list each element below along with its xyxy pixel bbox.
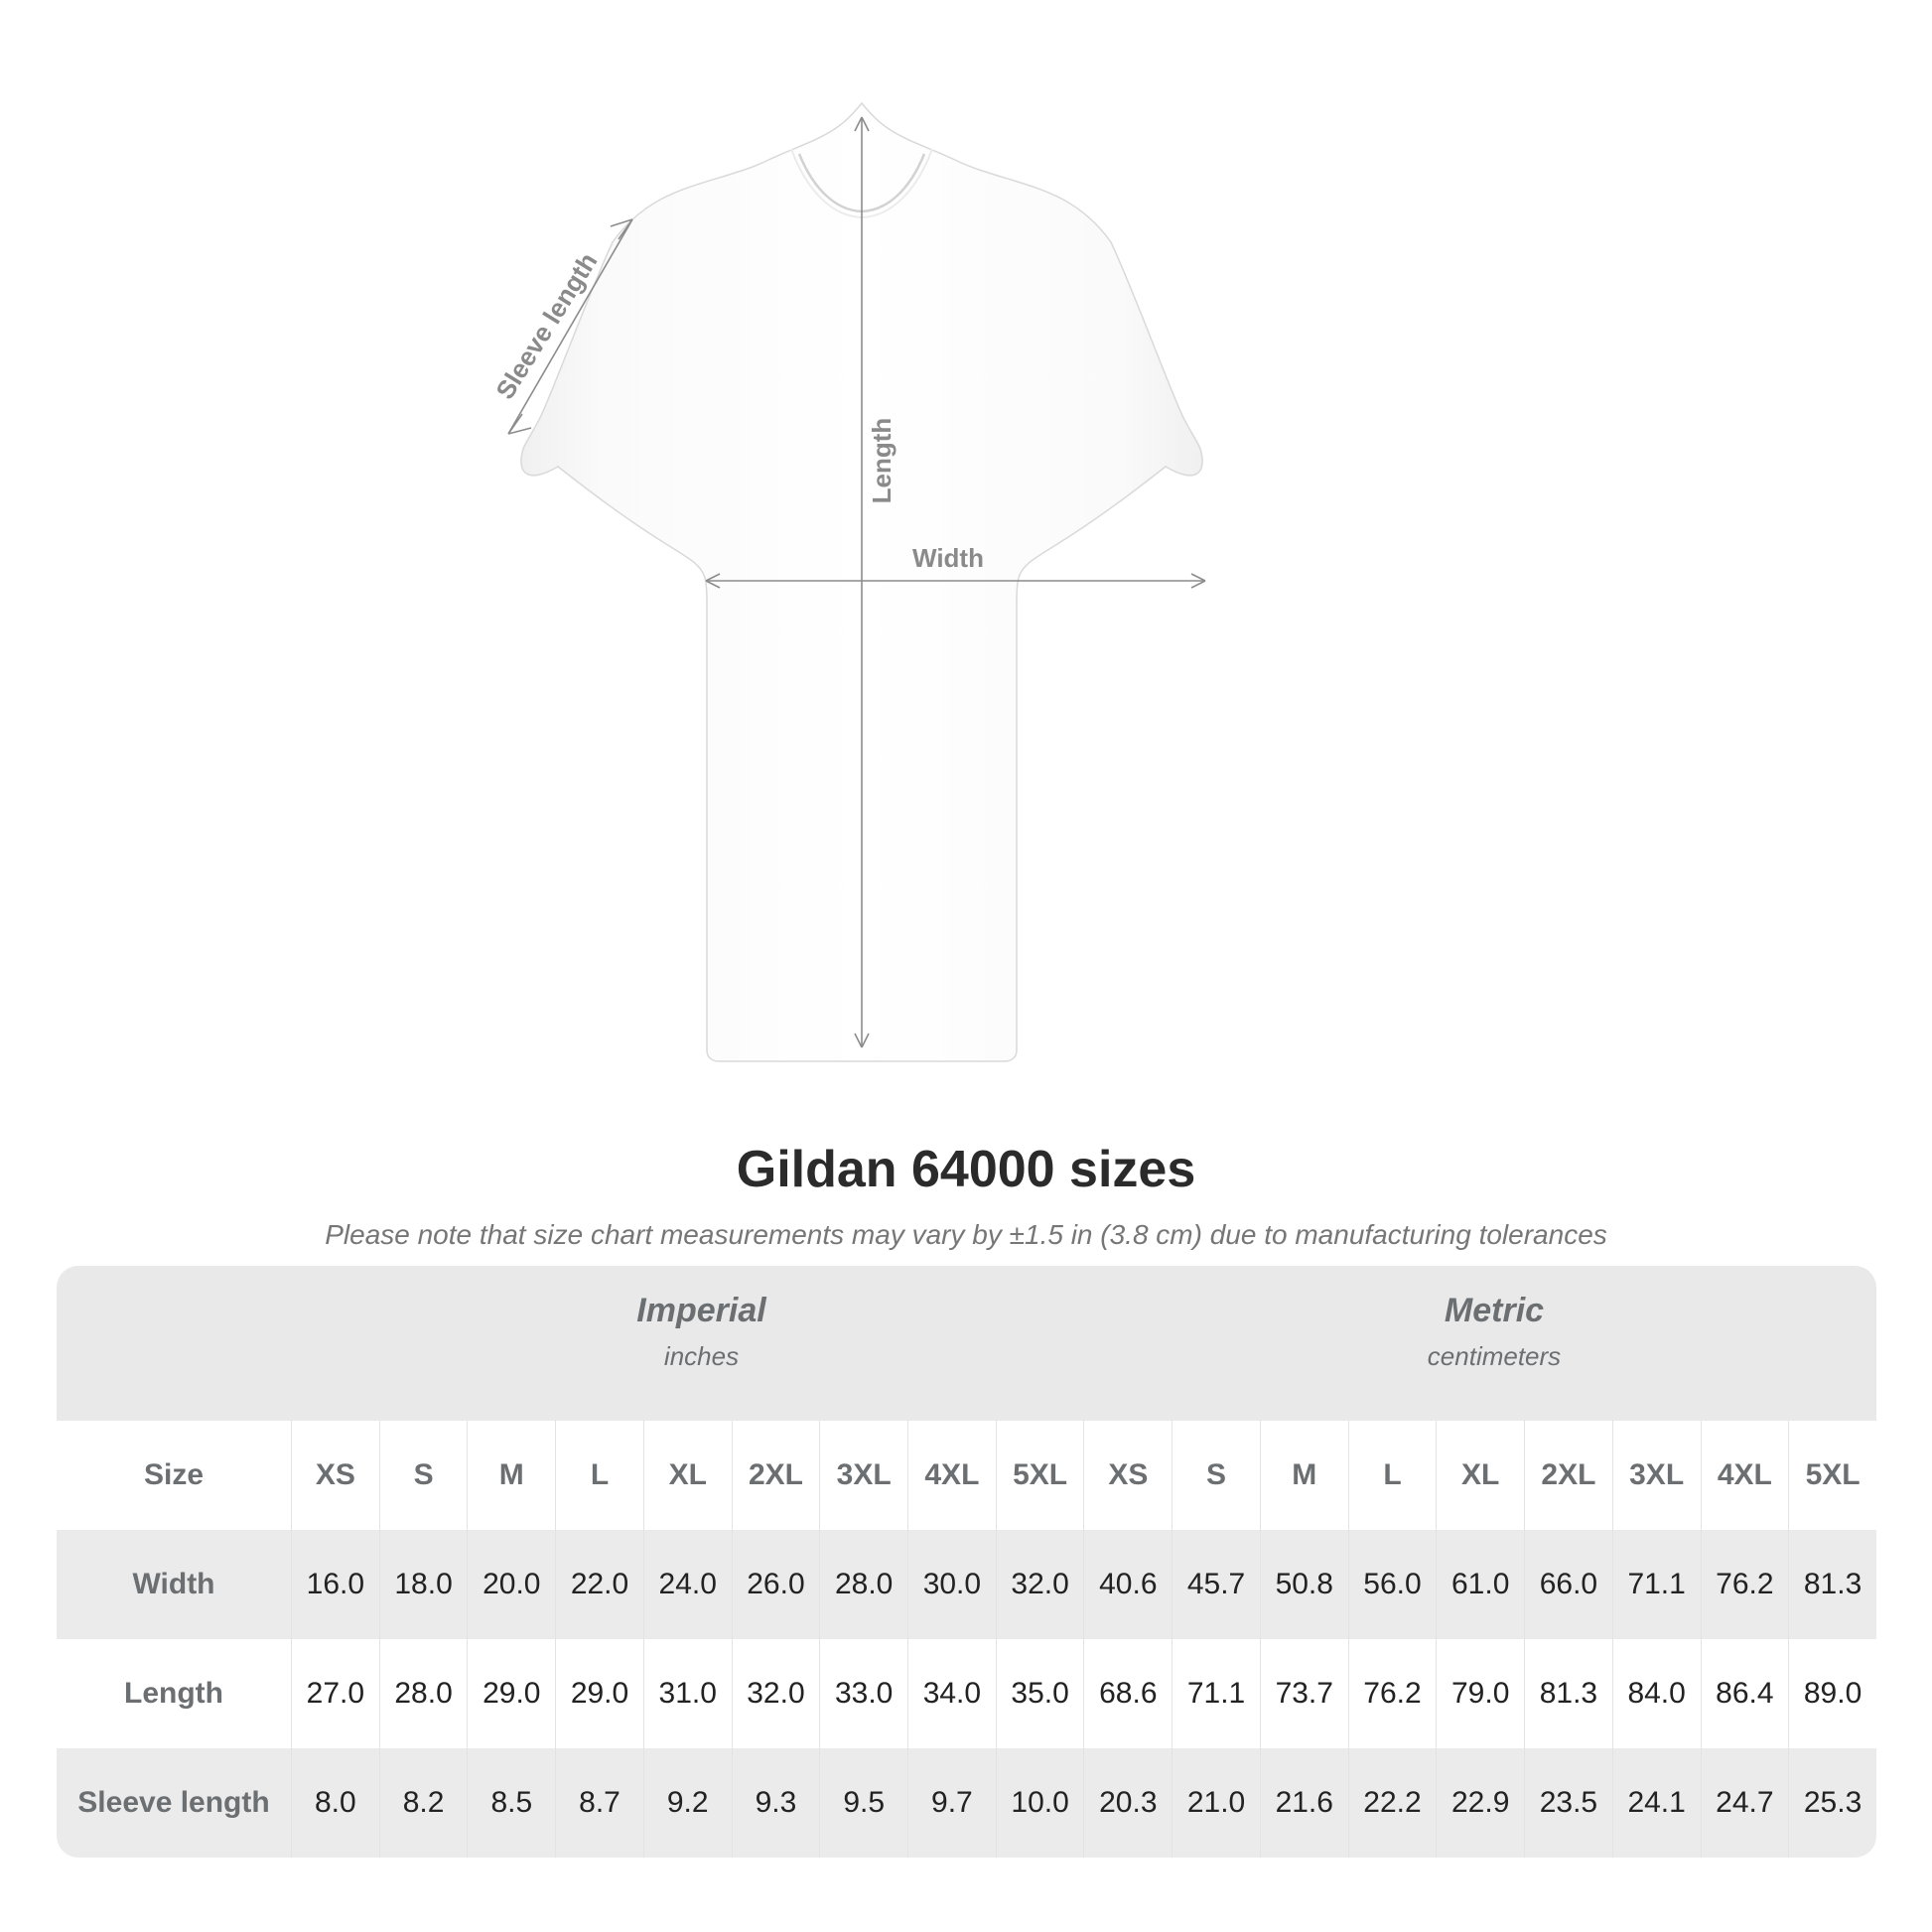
svg-text:Length: Length <box>867 418 897 504</box>
svg-text:Width: Width <box>912 543 984 573</box>
